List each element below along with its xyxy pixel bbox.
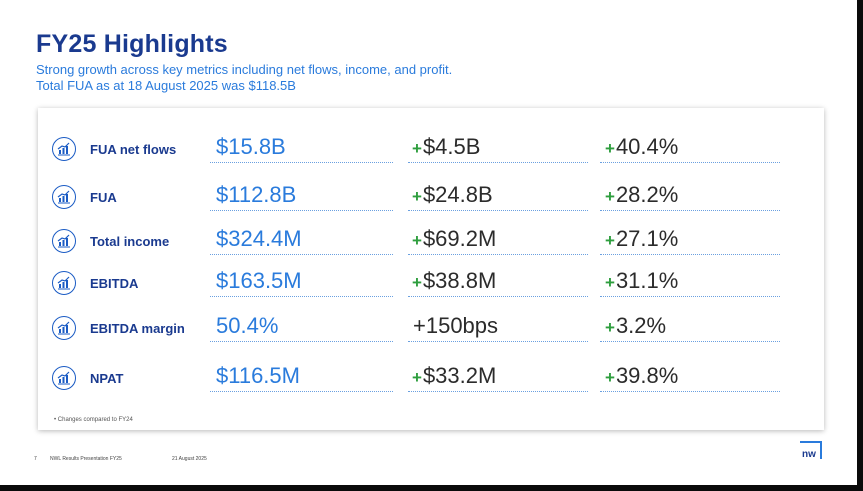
metric-change-pct: +3.2% xyxy=(605,313,666,339)
metric-change-abs: +$69.2M xyxy=(412,226,496,252)
change-pct-value: 27.1% xyxy=(615,226,679,251)
divider xyxy=(408,296,588,297)
subtitle: Strong growth across key metrics includi… xyxy=(36,62,452,94)
growth-chart-icon xyxy=(52,271,76,295)
page-title: FY25 Highlights xyxy=(36,30,228,58)
divider xyxy=(210,391,393,392)
metric-change-pct: +28.2% xyxy=(605,182,678,208)
metric-label: NPAT xyxy=(90,371,124,386)
subtitle-line-2: Total FUA as at 18 August 2025 was $118.… xyxy=(36,78,296,93)
metric-change-pct: +27.1% xyxy=(605,226,678,252)
divider xyxy=(210,254,393,255)
plus-sign: + xyxy=(412,139,422,158)
metric-row: FUA $112.8B +$24.8B +28.2% xyxy=(38,182,824,225)
change-abs-value: $24.8B xyxy=(422,182,493,207)
change-abs-value: $38.8M xyxy=(422,268,497,293)
plus-sign: + xyxy=(412,187,422,206)
metric-row: EBITDA margin 50.4% +150bps +3.2% xyxy=(38,313,824,356)
metric-change-pct: +40.4% xyxy=(605,134,678,160)
metric-value: 50.4% xyxy=(216,313,279,338)
divider xyxy=(408,254,588,255)
metric-change-abs: +$4.5B xyxy=(412,134,480,160)
plus-sign: + xyxy=(605,273,615,292)
metric-value: $15.8B xyxy=(216,134,286,159)
growth-chart-icon xyxy=(52,229,76,253)
divider xyxy=(210,162,393,163)
window-edge-right xyxy=(857,0,863,491)
growth-chart-icon xyxy=(52,316,76,340)
change-abs-value: $4.5B xyxy=(422,134,481,159)
plus-sign: + xyxy=(605,231,615,250)
growth-chart-icon xyxy=(52,366,76,390)
divider xyxy=(210,341,393,342)
metric-value: $324.4M xyxy=(216,226,302,251)
metric-row: FUA net flows $15.8B +$4.5B +40.4% xyxy=(38,134,824,177)
change-abs-value: +150bps xyxy=(413,313,499,338)
plus-sign: + xyxy=(605,368,615,387)
metric-label: FUA xyxy=(90,190,117,205)
change-pct-value: 28.2% xyxy=(615,182,679,207)
plus-sign: + xyxy=(412,273,422,292)
divider xyxy=(600,210,780,211)
change-abs-value: $69.2M xyxy=(422,226,497,251)
divider xyxy=(408,391,588,392)
plus-sign: + xyxy=(605,318,615,337)
divider xyxy=(600,341,780,342)
plus-sign: + xyxy=(605,187,615,206)
divider xyxy=(600,254,780,255)
metric-value: $116.5M xyxy=(216,363,300,388)
metric-label: Total income xyxy=(90,234,170,249)
metric-change-abs: +$38.8M xyxy=(412,268,496,294)
metric-row: NPAT $116.5M +$33.2M +39.8% xyxy=(38,363,824,406)
plus-sign: + xyxy=(412,231,422,250)
change-pct-value: 39.8% xyxy=(615,363,679,388)
divider xyxy=(600,391,780,392)
divider xyxy=(408,210,588,211)
growth-chart-icon xyxy=(52,137,76,161)
divider xyxy=(408,162,588,163)
divider xyxy=(210,210,393,211)
metric-value: $163.5M xyxy=(216,268,302,293)
logo-corner-mark xyxy=(800,441,822,459)
company-logo: nw xyxy=(800,441,824,463)
metric-change-pct: +31.1% xyxy=(605,268,678,294)
growth-chart-icon xyxy=(52,185,76,209)
metric-label: FUA net flows xyxy=(90,142,177,157)
divider xyxy=(408,341,588,342)
metric-label: EBITDA xyxy=(90,276,139,291)
change-pct-value: 31.1% xyxy=(615,268,679,293)
subtitle-line-1: Strong growth across key metrics includi… xyxy=(36,62,453,77)
metric-change-pct: +39.8% xyxy=(605,363,678,389)
metric-change-abs: +$33.2M xyxy=(412,363,496,389)
page-number: 7 xyxy=(34,456,37,462)
divider xyxy=(210,296,393,297)
change-abs-value: $33.2M xyxy=(422,363,497,388)
plus-sign: + xyxy=(412,368,422,387)
presentation-date: 21 August 2025 xyxy=(172,456,207,462)
metric-value: $112.8B xyxy=(216,182,297,207)
change-pct-value: 40.4% xyxy=(615,134,679,159)
metrics-card: FUA net flows $15.8B +$4.5B +40.4% FUA $… xyxy=(38,108,824,430)
divider xyxy=(600,162,780,163)
footnote: • Changes compared to FY24 xyxy=(54,417,133,423)
window-edge-bottom xyxy=(0,485,863,491)
metric-change-abs: +$24.8B xyxy=(412,182,493,208)
metric-row: EBITDA $163.5M +$38.8M +31.1% xyxy=(38,268,824,311)
logo-text: nw xyxy=(802,449,816,460)
deck-title: NWL Results Presentation FY25 xyxy=(50,456,122,462)
metric-label: EBITDA margin xyxy=(90,321,185,336)
metric-row: Total income $324.4M +$69.2M +27.1% xyxy=(38,226,824,269)
plus-sign: + xyxy=(605,139,615,158)
divider xyxy=(600,296,780,297)
change-pct-value: 3.2% xyxy=(615,313,667,338)
metric-change-abs: +150bps xyxy=(412,313,498,339)
